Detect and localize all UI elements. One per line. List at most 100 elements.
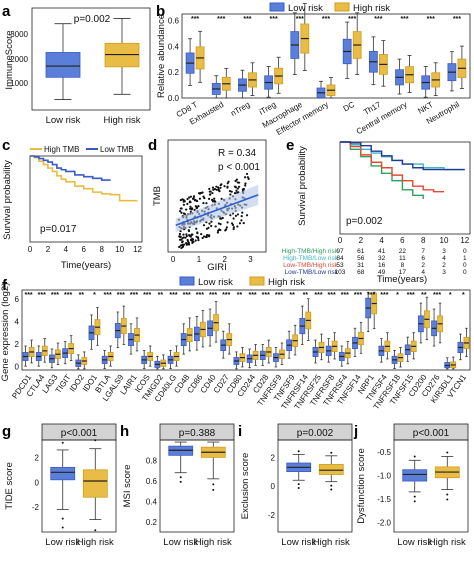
d-point [235,178,238,181]
d-point [227,180,230,183]
d-point [236,225,239,228]
panel-i-letter: i [238,423,242,440]
e-risk-count: 22 [399,248,407,255]
e-risk-count: 97 [336,248,344,255]
panel-e-curves [340,141,465,200]
panel-d-xtick: 0 [171,255,176,264]
d-point [193,208,196,212]
d-point [246,176,249,179]
panel-f-sig: *** [222,292,230,299]
panel-f-sig: *** [24,292,32,299]
e-risk-count: 31 [357,262,365,269]
d-point [197,238,200,242]
i-outlier [297,483,300,486]
d-point [216,231,219,234]
panel-b-ytick: 0.2 [168,68,180,77]
d-point [215,188,218,191]
d-point [208,234,211,237]
d-point [187,241,190,245]
panel-f-stars: *** *** *** *** ** * *** *** *** *** ** *** *** *** **… [24,292,465,299]
e-risk-count: 49 [378,269,386,276]
e-risk-row-label: Low-TMB/High risk [283,262,339,269]
e-risk-count: 2 [421,262,425,269]
panel-c-frame [29,155,143,243]
d-point [231,223,235,226]
panel-h-xtick-low: Low risk [163,537,198,548]
d-point [189,201,192,204]
d-point [197,205,200,208]
d-point [209,190,212,193]
panel-g-ytick: -2 [32,503,40,512]
d-point [202,224,206,227]
panel-a-ylabel: ImmuneScore [4,30,15,89]
panel-f-sig: *** [104,292,112,299]
d-point [208,187,211,190]
panel-c-pvalue: p=0.017 [40,224,77,235]
e-risk-count: 0 [463,248,467,255]
panel-c-xtick: 8 [99,245,104,254]
panel-f-sig: *** [275,292,283,299]
panel-h-ytick: 0.8 [146,456,158,465]
d-point [208,193,212,196]
g-outlier [61,526,64,529]
panel-b-sig: *** [374,16,382,23]
d-point [179,230,182,233]
panel-g-ytick: 0 [35,478,40,487]
j-outlier [446,451,449,454]
g-outlier [61,441,64,444]
panel-i-ytick: 0 [271,482,276,491]
d-point [211,186,215,189]
d-point [215,185,218,188]
panel-f-sig: *** [380,292,388,299]
panel-f-ytick: 0 [15,363,20,372]
panel-a-xtick-low: Low risk [46,115,81,126]
panel-b-stars: *** *** *** *** *** *** *** *** *** *** *** [191,16,461,23]
j-outlier [413,455,416,458]
panel-f-sig: ** [421,292,427,299]
d-point [245,172,249,176]
panel-f-sig: *** [367,292,375,299]
d-point [219,186,222,189]
d-point [233,191,237,195]
panel-i: i p=0.002 Exclusion score -2 0 2 Low riskHigh … [238,423,353,548]
d-point [202,235,206,238]
d-point [182,233,185,236]
panel-e-xtick: 4 [379,236,384,245]
d-point [203,197,206,200]
panel-a-pvalue: p=0.002 [74,14,111,25]
d-point [178,232,181,236]
d-point [217,222,220,225]
panel-i-frame [277,439,353,533]
panel-d-xticks: 0 1 2 3 [171,255,253,264]
d-point [186,197,189,201]
d-point [214,225,217,228]
e-risk-count: 4 [442,255,446,262]
panel-f-sig: *** [209,292,217,299]
panel-f-sig: *** [341,292,349,299]
e-risk-count: 84 [336,255,344,262]
panel-f-sig: * [462,292,465,299]
d-point [201,191,204,194]
panel-b-xtick: nTreg [229,100,251,118]
panel-i-pvalue: p=0.002 [297,428,334,439]
d-fit-band [175,184,259,233]
d-point [192,195,196,198]
panel-c-xtick: 6 [82,245,87,254]
e-risk-count: 61 [357,248,365,255]
d-point [188,196,191,199]
d-point [181,240,184,243]
panel-f-legend: Low risk High risk [179,276,305,288]
panel-c-ylabel: Survival probability [2,160,13,240]
panel-g-pvalue: p<0.001 [61,428,98,439]
d-point [189,205,192,208]
g-outlier [94,529,97,532]
e-curve-0 [340,141,424,200]
panel-e-letter: e [286,137,294,154]
panel-c-xtick: 2 [46,245,51,254]
d-point [197,192,201,195]
panel-b-sig: *** [453,16,461,23]
e-risk-count: 3 [442,248,446,255]
panel-d-ylabel: TMB [152,186,163,206]
